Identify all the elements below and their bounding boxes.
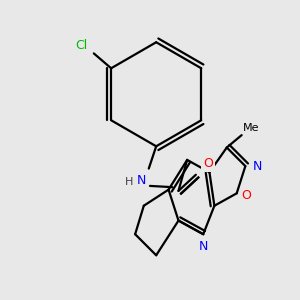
Text: H: H: [125, 177, 133, 187]
Text: O: O: [203, 157, 213, 170]
Text: O: O: [242, 189, 251, 202]
Text: N: N: [136, 175, 146, 188]
Text: N: N: [199, 240, 208, 253]
Text: Me: Me: [243, 123, 260, 133]
Text: N: N: [253, 160, 262, 172]
Text: Cl: Cl: [75, 40, 88, 52]
